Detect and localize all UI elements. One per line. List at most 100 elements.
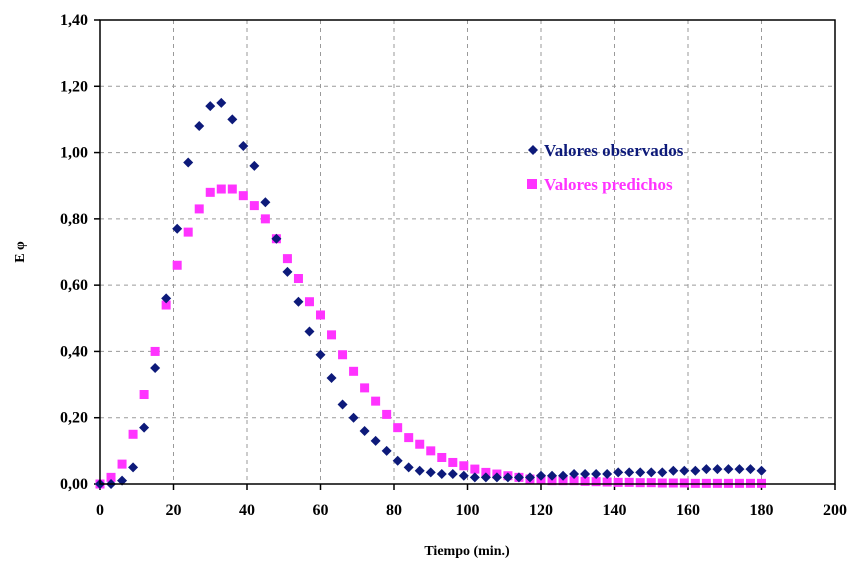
point-observado — [161, 293, 172, 304]
point-observado — [591, 469, 602, 480]
point-predicho — [327, 330, 337, 340]
point-predicho — [613, 477, 623, 487]
series-observados — [95, 97, 767, 489]
point-observado — [381, 445, 392, 456]
point-predicho — [161, 300, 171, 310]
point-predicho — [260, 214, 270, 224]
x-tick-label: 200 — [823, 502, 847, 519]
point-observado — [524, 472, 535, 483]
point-observado — [359, 425, 370, 436]
point-predicho — [635, 478, 645, 488]
point-observado — [480, 472, 491, 483]
point-predicho — [591, 477, 601, 487]
point-observado — [701, 464, 712, 475]
x-tick-label: 100 — [456, 502, 480, 519]
point-predicho — [238, 191, 248, 201]
point-observado — [414, 465, 425, 476]
y-tick-label: 0,00 — [60, 476, 88, 493]
legend-label-predichos: Valores predichos — [544, 175, 673, 194]
y-tick-label: 1,20 — [60, 78, 88, 95]
point-observado — [536, 470, 546, 481]
point-predicho — [205, 187, 215, 197]
point-predicho — [415, 439, 425, 449]
point-observado — [646, 467, 657, 478]
x-tick-label: 180 — [750, 502, 774, 519]
x-tick-label: 140 — [603, 502, 627, 519]
y-tick-label: 0,80 — [60, 211, 88, 228]
point-observado — [745, 464, 756, 475]
point-observado — [624, 467, 635, 478]
x-tick-label: 0 — [96, 502, 104, 519]
y-tick-label: 1,00 — [60, 145, 88, 162]
point-predicho — [150, 346, 160, 356]
point-observado — [139, 422, 150, 433]
point-observado — [304, 326, 315, 337]
point-predicho — [316, 310, 325, 320]
point-predicho — [360, 383, 370, 393]
legend-marker-predichos — [527, 179, 537, 189]
y-tick-label: 0,40 — [60, 343, 88, 360]
point-predicho — [668, 478, 678, 488]
point-observado — [326, 372, 337, 383]
x-tick-label: 40 — [239, 502, 255, 519]
point-predicho — [139, 390, 149, 400]
point-observado — [502, 472, 513, 483]
point-observado — [249, 160, 260, 171]
point-predicho — [227, 184, 237, 194]
point-observado — [668, 465, 679, 476]
point-observado — [315, 349, 326, 360]
point-observado — [216, 97, 227, 108]
point-predicho — [194, 204, 204, 214]
y-tick-label: 0,60 — [60, 277, 88, 294]
point-observado — [403, 462, 414, 473]
point-predicho — [448, 457, 458, 467]
point-observado — [183, 157, 194, 168]
point-observado — [679, 465, 690, 476]
point-predicho — [580, 476, 590, 486]
point-predicho — [679, 478, 689, 488]
point-observado — [238, 140, 249, 151]
point-predicho — [128, 429, 138, 439]
point-observado — [690, 465, 701, 476]
point-observado — [293, 296, 304, 307]
y-tick-label: 1,40 — [60, 12, 88, 29]
point-predicho — [624, 477, 634, 487]
point-observado — [602, 469, 613, 480]
point-observado — [348, 412, 359, 423]
point-predicho — [293, 274, 303, 284]
gridlines — [100, 20, 835, 484]
point-predicho — [338, 350, 348, 360]
legend-marker-observados — [528, 145, 538, 155]
point-predicho — [304, 297, 314, 307]
point-predicho — [569, 476, 579, 486]
y-axis-title: E φ — [13, 241, 28, 263]
point-observado — [657, 467, 668, 478]
point-observado — [128, 462, 139, 473]
point-observado — [469, 472, 480, 483]
point-observado — [205, 101, 216, 112]
point-predicho — [382, 409, 392, 419]
x-tick-label: 60 — [313, 502, 329, 519]
x-axis: 0 20 40 60 80 100 120 140 160 180 200 — [96, 484, 847, 519]
point-observado — [635, 467, 646, 478]
point-observado — [580, 469, 591, 480]
point-observado — [392, 455, 403, 466]
point-observado — [458, 470, 469, 481]
y-axis: 0,00 0,20 0,40 0,60 0,80 1,00 1,20 1,40 — [60, 12, 100, 493]
point-observado — [723, 464, 734, 475]
x-axis-title: Tiempo (min.) — [424, 544, 510, 559]
point-predicho — [602, 477, 612, 487]
point-predicho — [393, 423, 403, 433]
point-predicho — [437, 452, 447, 462]
point-predicho — [117, 459, 127, 469]
legend-item-observados: Valores observados — [528, 141, 684, 160]
point-predicho — [470, 464, 480, 474]
point-predicho — [349, 366, 359, 376]
point-predicho — [404, 433, 414, 443]
point-observado — [425, 467, 436, 478]
point-observado — [491, 472, 502, 483]
x-tick-label: 20 — [166, 502, 182, 519]
point-observado — [513, 472, 524, 483]
point-observado — [734, 464, 745, 475]
